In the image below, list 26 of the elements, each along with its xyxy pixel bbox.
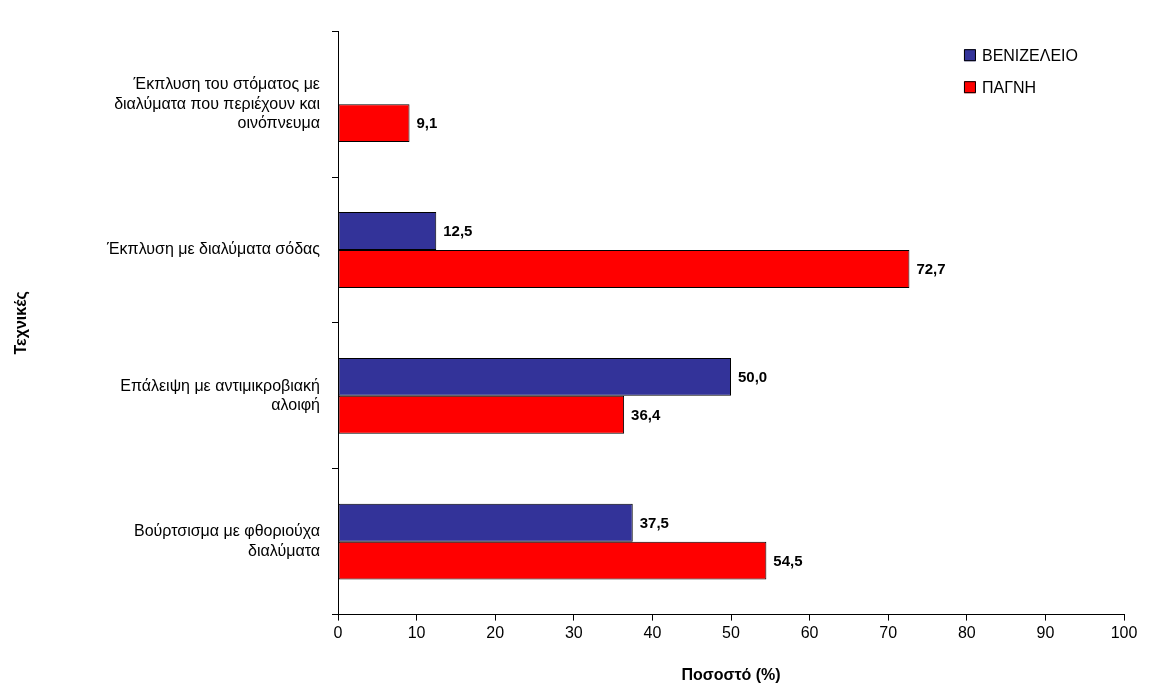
x-tick-label: 100 [1110, 623, 1138, 641]
y-tick-label: Επάλειψη με αντιμικροβιακή αλοιφή [120, 376, 320, 413]
x-tick-label: 80 [957, 623, 976, 641]
x-tick-label: 10 [407, 623, 426, 641]
legend-label: ΒΕΝΙΖΕΛΕΙΟ [981, 46, 1079, 64]
legend-label: ΠΑΓΝΗ [981, 78, 1037, 96]
y-tick-label: Έκπλυση του στόματος με διαλύματα που περιέχουν και οινόπνευμα [114, 75, 321, 131]
data-label: 36,4 [631, 405, 661, 423]
x-axis-title: Ποσοστό (%) [681, 665, 781, 683]
data-label: 12,5 [443, 222, 473, 240]
data-label: 54,5 [773, 551, 803, 569]
data-label: 9,1 [416, 114, 438, 132]
data-label: 50,0 [738, 368, 768, 386]
x-tick-label: 30 [564, 623, 583, 641]
x-tick-label: 60 [800, 623, 819, 641]
data-label: 37,5 [639, 513, 669, 531]
x-tick-label: 70 [879, 623, 898, 641]
x-tick-label: 0 [333, 623, 343, 641]
y-tick-label: Έκπλυση με διαλύματα σόδας [106, 240, 321, 258]
y-axis-title: Τεχνικές [12, 291, 31, 355]
x-tick-label: 90 [1036, 623, 1055, 641]
y-tick-label: Βούρτσισμα με φθοριούχα διαλύματα [134, 522, 320, 559]
data-label: 72,7 [916, 260, 946, 278]
x-tick-label: 40 [643, 623, 662, 641]
x-tick-label: 50 [722, 623, 740, 641]
x-tick-label: 20 [486, 623, 505, 641]
